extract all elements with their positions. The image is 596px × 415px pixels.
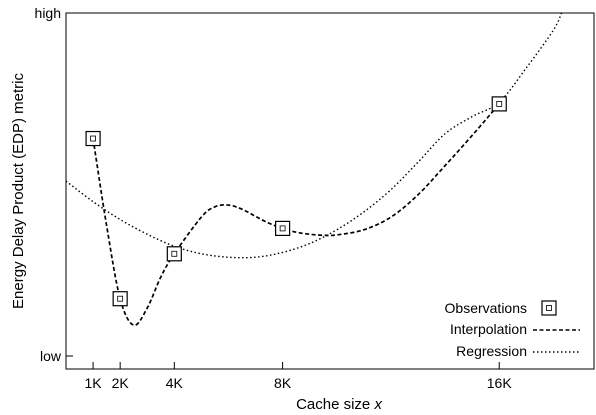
observation-marker-inner bbox=[117, 295, 124, 302]
y-axis-title: Energy Delay Product (EDP) metric bbox=[10, 73, 27, 309]
observation-point bbox=[275, 220, 291, 237]
observation-markers bbox=[85, 96, 507, 307]
observation-point bbox=[85, 130, 101, 147]
regression-line bbox=[65, 12, 563, 259]
observation-marker-inner bbox=[279, 225, 286, 232]
observation-point bbox=[491, 96, 507, 112]
y-tick-label: low bbox=[40, 348, 62, 364]
x-tick-label: 2K bbox=[112, 375, 130, 391]
x-tick-label: 16K bbox=[487, 375, 513, 391]
observation-marker-outer bbox=[491, 96, 507, 112]
x-axis-variable: x bbox=[373, 396, 382, 413]
observation-marker-outer bbox=[85, 130, 101, 147]
observation-marker-inner bbox=[90, 135, 96, 142]
x-tick-label: 8K bbox=[274, 375, 292, 391]
legend-marker-observations bbox=[541, 300, 557, 316]
legend: Observations Interpolation Regression bbox=[445, 300, 580, 359]
observation-point bbox=[166, 246, 182, 262]
x-axis-ticks: 1K 2K 4K 8K 16K bbox=[85, 362, 513, 391]
x-axis-title-text: Cache size bbox=[296, 396, 370, 413]
y-axis-ticks: low high bbox=[35, 5, 73, 364]
legend-marker-observations-inner bbox=[546, 305, 552, 311]
observation-marker-outer bbox=[166, 246, 182, 262]
x-tick-label: 1K bbox=[85, 375, 103, 391]
y-tick-label: high bbox=[35, 5, 61, 21]
observation-marker-inner bbox=[496, 100, 503, 107]
legend-label-regression: Regression bbox=[456, 343, 527, 359]
observation-point bbox=[112, 291, 128, 307]
series-layer bbox=[65, 12, 563, 327]
observation-marker-outer bbox=[112, 291, 128, 307]
plot-frame bbox=[65, 12, 595, 370]
observation-marker-inner bbox=[171, 250, 178, 257]
observation-marker-outer bbox=[275, 220, 291, 237]
x-tick-label: 4K bbox=[166, 375, 184, 391]
legend-label-observations: Observations bbox=[445, 300, 527, 316]
x-axis-title: Cache size x bbox=[296, 396, 382, 413]
legend-label-interpolation: Interpolation bbox=[450, 321, 527, 337]
interpolation-line bbox=[92, 103, 500, 327]
